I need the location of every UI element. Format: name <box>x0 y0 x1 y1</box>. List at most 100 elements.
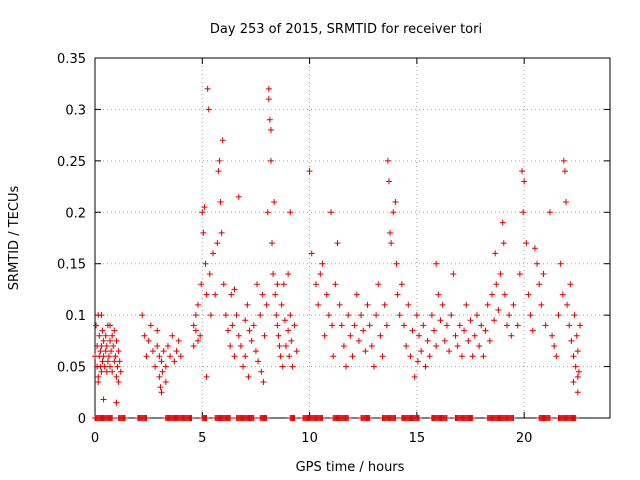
data-point <box>272 291 279 298</box>
data-point <box>575 368 582 375</box>
data-point <box>319 260 326 267</box>
data-point <box>111 327 118 334</box>
data-point <box>379 353 386 360</box>
zero-data-point <box>250 415 257 421</box>
data-point <box>99 358 106 365</box>
data-point <box>531 245 538 252</box>
x-tick-label: 15 <box>409 431 426 446</box>
data-point <box>288 337 295 344</box>
data-point <box>373 312 380 319</box>
data-point <box>465 337 472 344</box>
data-point <box>291 322 298 329</box>
data-point <box>549 332 556 339</box>
data-point <box>115 348 122 355</box>
data-point <box>504 322 510 329</box>
data-point <box>206 271 213 277</box>
data-point <box>403 343 410 349</box>
data-point <box>559 291 566 298</box>
data-point <box>158 358 165 365</box>
data-point <box>276 343 283 349</box>
data-point <box>192 327 199 334</box>
data-point <box>574 348 581 355</box>
y-tick-label: 0.1 <box>65 309 86 324</box>
data-point <box>422 363 429 370</box>
data-point <box>214 240 221 247</box>
data-point <box>420 322 427 329</box>
data-point <box>486 337 493 344</box>
data-point <box>414 358 421 365</box>
data-point <box>424 337 431 344</box>
tick-labels: 0 0.05 0.1 0.15 0.2 0.25 0.3 0.35 0 5 10 15 20 <box>57 52 532 446</box>
data-point <box>407 353 414 360</box>
data-point <box>343 363 350 370</box>
data-point <box>349 353 356 360</box>
data-point <box>433 343 440 349</box>
data-point <box>567 281 574 288</box>
data-point <box>222 312 229 319</box>
data-point <box>411 373 418 380</box>
data-point <box>107 363 114 370</box>
data-point <box>325 312 332 319</box>
data-point <box>113 337 120 344</box>
data-point <box>109 368 116 375</box>
data-point <box>190 343 197 349</box>
data-point <box>98 343 105 349</box>
data-point <box>454 343 461 349</box>
data-point <box>212 291 219 298</box>
data-point <box>328 209 335 216</box>
data-point <box>286 353 293 360</box>
data-point <box>323 291 330 298</box>
data-point <box>260 379 267 385</box>
data-point <box>360 327 367 334</box>
data-point <box>261 332 268 339</box>
data-point <box>246 327 253 334</box>
zero-data-point <box>416 415 423 421</box>
data-point <box>287 209 294 216</box>
data-point <box>244 301 251 308</box>
data-point <box>493 281 500 288</box>
data-point <box>265 96 272 103</box>
data-point <box>306 168 313 175</box>
data-point <box>355 337 362 344</box>
y-axis-title: SRMTID / TECUs <box>7 186 22 291</box>
data-point <box>488 291 495 298</box>
zero-data-point <box>263 415 270 421</box>
data-point <box>201 204 208 211</box>
data-point <box>573 332 580 339</box>
data-point <box>159 368 166 375</box>
data-point <box>571 312 578 319</box>
data-point <box>97 348 104 355</box>
data-point <box>441 337 448 344</box>
data-point <box>235 193 242 200</box>
data-point <box>289 363 296 370</box>
data-point <box>139 312 146 319</box>
data-point <box>519 168 526 175</box>
zero-data-point <box>392 415 399 421</box>
data-point <box>103 368 110 375</box>
data-point <box>285 327 292 334</box>
data-point <box>169 332 176 339</box>
data-point <box>190 322 197 329</box>
data-point <box>566 322 573 329</box>
data-point <box>478 322 485 329</box>
data-point <box>413 312 420 319</box>
data-point <box>426 353 433 360</box>
data-point <box>158 389 165 396</box>
data-point <box>265 85 272 92</box>
data-point <box>540 271 547 277</box>
data-point <box>576 322 583 329</box>
zero-data-point <box>572 415 579 421</box>
data-point <box>242 353 249 360</box>
data-point <box>149 348 156 355</box>
data-point <box>102 348 109 355</box>
data-point <box>154 327 161 334</box>
data-point <box>375 281 382 288</box>
data-point <box>282 343 289 349</box>
data-point <box>546 209 553 216</box>
data-point <box>203 291 210 298</box>
data-point <box>218 229 225 236</box>
data-point <box>104 358 111 365</box>
data-point <box>394 291 401 298</box>
data-point <box>93 322 100 329</box>
zero-data-point <box>510 415 517 421</box>
